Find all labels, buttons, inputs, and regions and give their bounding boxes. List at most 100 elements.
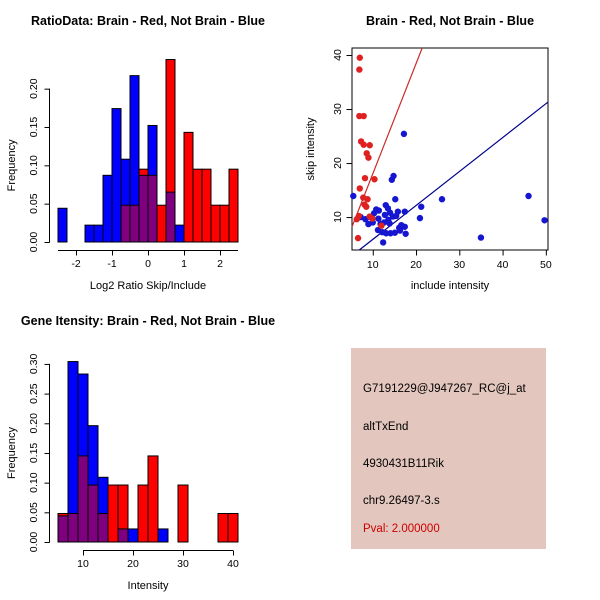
x-tick-label: -1	[107, 258, 116, 270]
data-point-not-brain	[394, 208, 402, 215]
data-point-not-brain	[438, 196, 446, 203]
hist-bar-overlap	[97, 513, 109, 543]
hist-bar	[217, 513, 229, 543]
hist-bar	[219, 204, 230, 243]
x-tick-label: 30	[453, 259, 465, 271]
x-tick-label: 20	[410, 259, 422, 271]
y-tick-label: 0.05	[28, 502, 40, 523]
data-point-not-brain	[391, 229, 399, 236]
hist-bar	[156, 204, 167, 243]
hist-bar-overlap	[147, 174, 158, 243]
data-point-not-brain	[375, 207, 383, 214]
y-axis-label: Frequency	[6, 426, 18, 478]
x-axis-label: Log2 Ratio Skip/Include	[90, 280, 206, 292]
y-tick-label: 0.30	[28, 354, 40, 375]
y-axis	[44, 88, 50, 243]
hist-bar-overlap	[129, 204, 140, 243]
hist-bars	[57, 361, 239, 543]
y-tick-label: 0.10	[28, 472, 40, 493]
y-tick-label: 0.20	[28, 413, 40, 434]
hist-bar-overlap	[165, 191, 176, 243]
data-point-brain	[378, 222, 385, 229]
plot-frame	[351, 47, 549, 251]
data-point-not-brain	[375, 215, 382, 222]
y-tick-label: 0.00	[28, 232, 40, 253]
data-point-not-brain	[477, 234, 485, 241]
ratio-histogram-panel: -2 -1 0 1 2 0.00 0.05 0.10 0.15 0.20 RatioData: Br…	[0, 0, 300, 300]
y-tick-label: 20	[332, 157, 344, 169]
x-axis-label: Intensity	[128, 580, 169, 592]
data-point-brain	[366, 142, 373, 149]
x-tick-label: 20	[127, 558, 139, 570]
hist-bar-overlap	[138, 174, 149, 243]
chart-title: RatioData: Brain - Red, Not Brain - Blue	[31, 14, 265, 28]
hist-bar	[57, 207, 68, 243]
x-tick-label: 1	[181, 258, 187, 270]
not-brain-fit-line	[358, 101, 549, 251]
hist-bar-overlap	[87, 484, 99, 543]
y-axis	[44, 363, 50, 543]
ratio-histogram-chart: -2 -1 0 1 2 0.00 0.05 0.10 0.15 0.20 RatioData: Br…	[6, 14, 265, 292]
intensity-scatter-panel: 10 20 30 40 50 10 20 30 40 Brain - Red, Not Brain…	[300, 0, 600, 300]
hist-bar	[93, 224, 104, 243]
x-tick-label: -2	[71, 258, 80, 270]
hist-bar	[127, 528, 139, 543]
intensity-scatter-chart: 10 20 30 40 50 10 20 30 40 Brain - Red, Not Brain…	[305, 14, 552, 292]
data-point-not-brain	[392, 196, 399, 203]
hist-bar-overlap	[120, 204, 131, 243]
data-point-not-brain	[541, 217, 548, 224]
y-tick-label: 0.05	[28, 193, 40, 214]
y-tick-label: 0.25	[28, 383, 40, 404]
hist-bar-overlap	[77, 455, 89, 543]
probe-id-text: G7191229@J947267_RC@j_at	[363, 383, 526, 395]
hist-bar	[228, 168, 239, 243]
y-tick-label: 0.15	[28, 117, 40, 138]
hist-bars	[57, 59, 239, 243]
x-axis	[83, 550, 234, 556]
data-point-brain	[354, 234, 362, 242]
data-point-brain	[360, 141, 367, 148]
x-tick-label: 40	[227, 558, 239, 570]
hist-bar	[147, 455, 159, 543]
data-point-not-brain	[390, 172, 397, 180]
y-tick-label: 40	[332, 49, 344, 61]
hist-bar	[192, 168, 203, 243]
chart-title: Gene Itensity: Brain - Red, Not Brain - …	[21, 314, 275, 328]
data-point-not-brain	[402, 230, 409, 237]
event-type-text: altTxEnd	[363, 421, 409, 433]
data-point-brain	[363, 203, 370, 210]
x-tick-label: 2	[217, 258, 223, 270]
y-tick-label: 0.15	[28, 443, 40, 464]
x-tick-label: 40	[497, 259, 509, 271]
gene-info-box: G7191229@J947267_RC@j_at altTxEnd 493043…	[351, 348, 546, 549]
data-point-not-brain	[525, 192, 532, 200]
hist-bar-overlap	[67, 513, 79, 543]
chart-title: Brain - Red, Not Brain - Blue	[366, 14, 534, 28]
data-point-not-brain	[396, 227, 404, 234]
y-tick-label: 30	[332, 103, 344, 115]
y-axis-label: Frequency	[6, 139, 18, 191]
hist-bar	[227, 513, 239, 543]
chromosome-location-text: chr9.26497-3.s	[363, 495, 440, 507]
y-tick-label: 10	[332, 211, 344, 223]
y-tick-label: 0.20	[28, 78, 40, 99]
x-tick-label: 50	[540, 259, 552, 271]
y-axis	[346, 55, 353, 219]
hist-bar	[174, 224, 185, 243]
data-point-brain	[361, 174, 369, 182]
hist-bar-overlap	[117, 528, 129, 543]
data-point-brain	[365, 154, 372, 161]
hist-bar	[157, 528, 169, 543]
data-point-not-brain	[401, 208, 408, 215]
hist-bar	[107, 484, 119, 543]
data-point-not-brain	[401, 223, 408, 230]
x-axis-label: include intensity	[411, 280, 490, 292]
data-point-brain	[371, 176, 378, 183]
data-point-brain	[356, 54, 363, 61]
data-point-not-brain	[418, 203, 425, 210]
hist-bar	[201, 168, 212, 243]
data-point-not-brain	[386, 220, 393, 227]
hist-bar	[177, 484, 189, 543]
data-point-brain	[364, 196, 371, 203]
